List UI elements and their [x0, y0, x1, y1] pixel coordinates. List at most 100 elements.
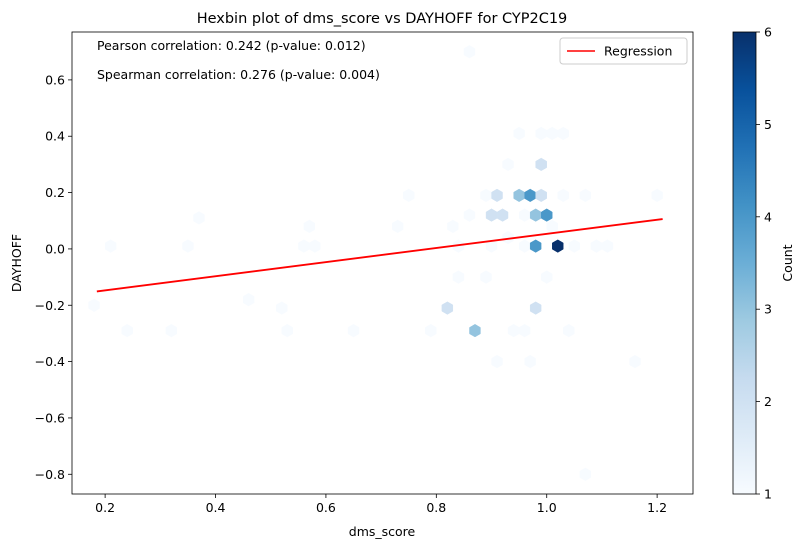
hexbin-cell — [480, 270, 492, 284]
x-tick-label: 0.6 — [316, 500, 336, 515]
hexbin-cell — [513, 126, 525, 140]
hexbin-cell — [303, 219, 316, 233]
hexbin-cell — [563, 324, 575, 338]
hexbin-cell — [463, 45, 476, 59]
y-tick-label: −0.2 — [35, 298, 65, 313]
hexbin-cell — [507, 324, 520, 338]
hexbin-cell — [529, 239, 542, 253]
spearman-annotation: Spearman correlation: 0.276 (p-value: 0.… — [97, 67, 380, 82]
colorbar-gradient — [732, 31, 757, 495]
hexbin-cell — [121, 324, 133, 338]
hexbin-cell — [541, 208, 553, 222]
hexbin-cell — [347, 324, 360, 338]
x-axis-ticks: 0.2 0.4 0.6 0.8 1.0 1.2 — [95, 494, 667, 515]
hexbin-cell — [518, 239, 531, 253]
y-tick-label: 0.2 — [45, 185, 65, 200]
hexbin-cell — [518, 208, 531, 222]
x-tick-label: 0.4 — [206, 500, 226, 515]
x-axis-label: dms_score — [349, 524, 416, 539]
x-tick-label: 1.2 — [647, 500, 667, 515]
hexbin-cell — [546, 126, 558, 140]
hexbin-cell — [579, 188, 592, 202]
colorbar-tick-label: 5 — [764, 117, 772, 132]
chart-title: Hexbin plot of dms_score vs DAYHOFF for … — [197, 11, 568, 27]
hexbin-cell — [529, 301, 542, 315]
y-tick-label: 0.0 — [45, 241, 65, 256]
hexbin-cell — [425, 324, 437, 338]
hexbin-cell — [557, 188, 569, 202]
y-tick-label: −0.4 — [35, 354, 65, 369]
colorbar-tick-label: 2 — [764, 394, 772, 409]
colorbar-tick-label: 1 — [764, 487, 772, 502]
hexbin-cell — [513, 188, 525, 202]
hexbin-cell — [541, 270, 553, 284]
hexbin-cell — [557, 126, 569, 140]
hexbin-cell — [601, 239, 614, 253]
legend-box — [559, 37, 688, 65]
hexbin-cell — [524, 355, 536, 369]
hexbin-cell — [568, 239, 581, 253]
y-axis-ticks: −0.8 −0.6 −0.4 −0.2 0.0 0.2 0.4 0.6 — [35, 72, 72, 482]
hexbin-cell — [579, 467, 592, 481]
hexbin-cell — [469, 324, 481, 338]
x-tick-label: 0.2 — [95, 500, 115, 515]
hexbin-cell — [535, 157, 547, 171]
hexbin-cell — [546, 219, 558, 233]
hexbin-cell — [529, 208, 542, 222]
hexbin-cell — [447, 219, 459, 233]
colorbar-tick-label: 4 — [764, 209, 772, 224]
colorbar: 1 2 3 4 5 6 Count — [732, 25, 795, 502]
colorbar-tick-label: 3 — [764, 302, 772, 317]
hexbin-cell — [276, 301, 288, 315]
y-axis-label: DAYHOFF — [9, 234, 24, 292]
hexbin-cell — [524, 188, 536, 202]
hexbin-cell — [491, 188, 503, 202]
y-tick-label: 0.6 — [45, 72, 65, 87]
hexbin-cell — [502, 157, 514, 171]
hexbin-cell — [441, 301, 454, 315]
plot-frame — [71, 31, 694, 495]
hexbin-cell — [502, 231, 514, 245]
hexbin-cell — [281, 324, 293, 338]
pearson-annotation: Pearson correlation: 0.242 (p-value: 0.0… — [97, 38, 366, 53]
hexbin-cell — [403, 188, 415, 202]
regression-line — [96, 218, 663, 293]
hexbin-cell — [480, 188, 492, 202]
hexbin-cell — [629, 355, 641, 369]
hexbin-cell — [309, 239, 321, 253]
legend-regression-label: Regression — [604, 44, 672, 59]
y-tick-label: −0.8 — [35, 467, 65, 482]
hexbin-cell — [182, 239, 194, 253]
hexbin-cell — [552, 239, 564, 253]
hexbin-cell — [651, 188, 663, 202]
hexbin-cell — [491, 355, 503, 369]
y-tick-label: 0.4 — [45, 129, 65, 144]
y-tick-label: −0.6 — [35, 410, 65, 425]
hexbin-cell — [298, 239, 310, 253]
hexbin-cell — [518, 324, 531, 338]
hexbin-cell — [590, 239, 603, 253]
hexbin-cell — [496, 208, 509, 222]
hexbin-cell — [242, 293, 255, 307]
hexbin-cell — [463, 208, 476, 222]
colorbar-label: Count — [780, 244, 795, 281]
hexbin-cell — [535, 126, 547, 140]
hexbin-cell — [88, 298, 100, 312]
x-tick-label: 0.8 — [426, 500, 446, 515]
hexbin-cell — [193, 211, 205, 225]
regression-layer — [96, 218, 663, 293]
hexbin-cell — [165, 324, 178, 338]
legend: Regression — [559, 37, 688, 65]
hexbin-cell — [452, 239, 465, 253]
hexbin-cell — [391, 219, 404, 233]
x-tick-label: 1.0 — [537, 500, 557, 515]
colorbar-ticks: 1 2 3 4 5 6 — [756, 25, 772, 502]
hexbin-cell — [535, 188, 547, 202]
hexbin-cell — [485, 239, 498, 253]
colorbar-tick-label: 6 — [764, 25, 772, 40]
hexbin-cell — [104, 239, 117, 253]
hexbin-cell — [485, 208, 498, 222]
hexbin-cell — [452, 270, 465, 284]
hexbin-layer — [88, 45, 663, 481]
